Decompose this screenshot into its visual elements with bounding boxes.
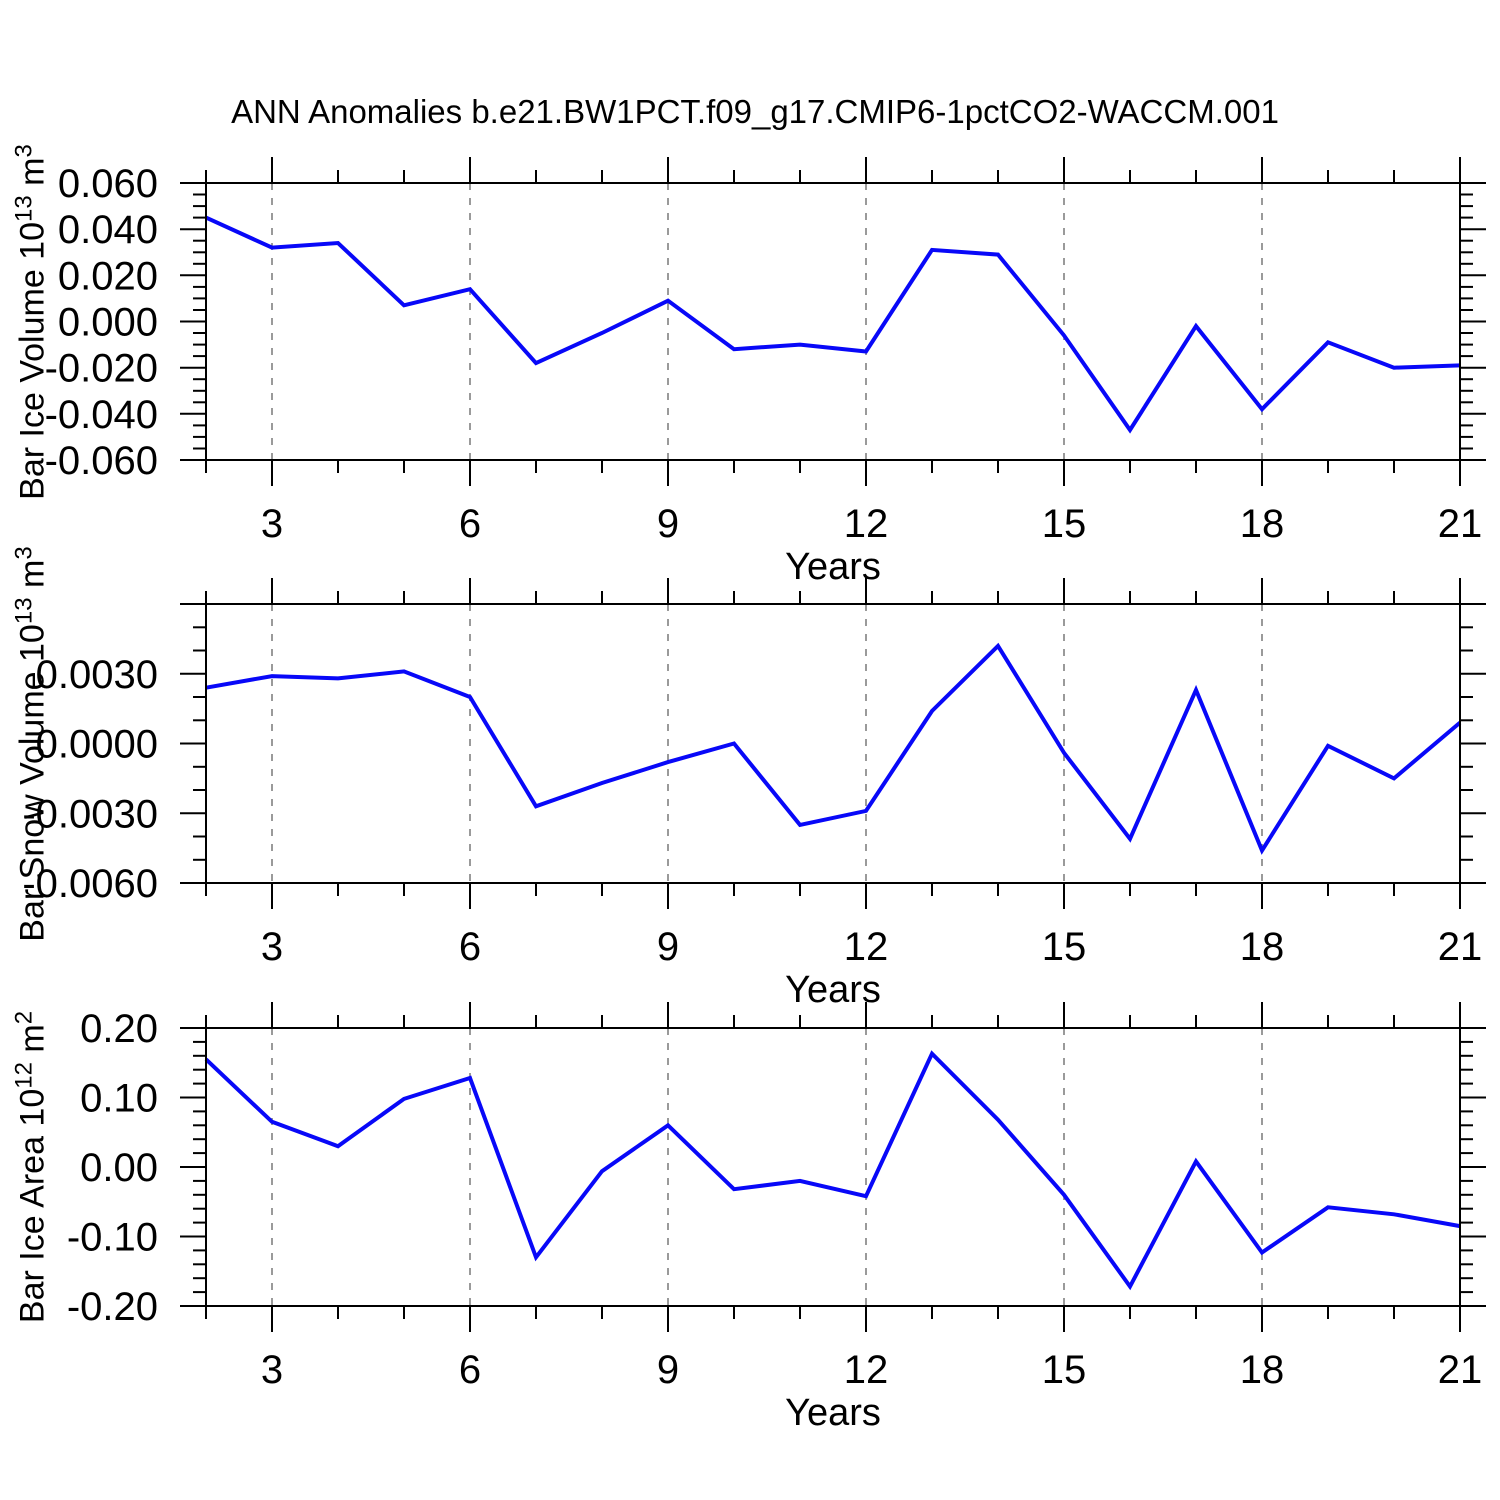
data-line xyxy=(205,215,1461,434)
y-tick-label: -0.060 xyxy=(45,439,158,483)
x-ticks: 3 6 9 12 15 18 21 xyxy=(205,1002,1483,1392)
x-tick-label: 3 xyxy=(261,1348,283,1392)
y-tick-label: -0.20 xyxy=(67,1285,158,1329)
x-tick-label: 21 xyxy=(1438,502,1483,546)
y-axis-title-text: Bar Ice Area 10 xyxy=(13,1088,52,1324)
y-tick-label: 0.20 xyxy=(80,1007,158,1051)
data-line xyxy=(205,642,1462,855)
y-ticks: 0.20 0.10 0.00 -0.10 -0.20 xyxy=(67,1007,1486,1329)
x-tick-label: 18 xyxy=(1240,925,1285,969)
y-axis-title-unit: m xyxy=(13,157,52,195)
x-tick-label: 6 xyxy=(459,925,481,969)
x-axis-title-panel1: Years xyxy=(785,546,881,588)
x-tick-label: 12 xyxy=(844,1348,889,1392)
x-axis-title-panel3: Years xyxy=(785,1392,881,1434)
x-tick-label: 6 xyxy=(459,502,481,546)
y-axis-title-ice-area: Bar Ice Area 1012 m2 xyxy=(10,1010,53,1324)
y-tick-label: 0.0030 xyxy=(36,653,158,697)
x-ticks: 3 6 9 12 15 18 21 xyxy=(205,157,1483,546)
x-tick-label: 9 xyxy=(657,502,679,546)
x-tick-label: 12 xyxy=(844,925,889,969)
axes-frame xyxy=(205,182,1461,461)
x-tick-label: 9 xyxy=(657,1348,679,1392)
x-tick-label: 18 xyxy=(1240,1348,1285,1392)
x-tick-label: 21 xyxy=(1438,925,1483,969)
y-ticks: 0.0030 0.0000 -0.0030 -0.0060 xyxy=(22,603,1486,906)
y-tick-label: -0.0030 xyxy=(22,792,158,836)
axes-frame xyxy=(205,1027,1461,1307)
x-gridlines xyxy=(271,604,1263,883)
x-gridlines xyxy=(271,1028,1263,1306)
x-gridlines xyxy=(271,183,1263,460)
y-axis-title-unit-exponent: 3 xyxy=(10,545,38,560)
x-tick-label: 3 xyxy=(261,502,283,546)
y-axis-title-ice-volume: Bar Ice Volume 1013 m3 xyxy=(10,143,53,500)
y-axis-title-unit-exponent: 2 xyxy=(10,1010,38,1025)
x-tick-label: 15 xyxy=(1042,1348,1087,1392)
y-axis-title-unit-exponent: 3 xyxy=(10,143,38,158)
y-axis-title-exponent: 13 xyxy=(10,194,38,222)
x-tick-label: 15 xyxy=(1042,925,1087,969)
axes-frame xyxy=(205,603,1461,884)
y-axis-title-snow-volume: Bar Snow Volume 1013 m3 xyxy=(10,545,53,942)
y-tick-label: 0.00 xyxy=(80,1146,158,1190)
x-tick-label: 21 xyxy=(1438,1348,1483,1392)
panel-bar-ice-area: 0.20 0.10 0.00 -0.10 -0.20 3 6 9 12 15 18 21 xyxy=(67,1002,1486,1392)
y-tick-label: 0.0000 xyxy=(36,723,158,767)
data-line xyxy=(204,1050,1461,1291)
y-tick-label: -0.040 xyxy=(45,393,158,437)
y-tick-label: -0.0060 xyxy=(22,862,158,906)
chart-title: ANN Anomalies b.e21.BW1PCT.f09_g17.CMIP6… xyxy=(231,93,1279,130)
y-tick-label: -0.10 xyxy=(67,1216,158,1260)
panel-bar-snow-volume: 0.0030 0.0000 -0.0030 -0.0060 3 6 9 12 15 18 21 xyxy=(22,578,1486,969)
y-tick-label: 0.060 xyxy=(58,162,158,206)
x-tick-label: 12 xyxy=(844,502,889,546)
y-tick-label: 0.000 xyxy=(58,301,158,345)
x-axis-title-panel2: Years xyxy=(785,969,881,1011)
x-tick-label: 6 xyxy=(459,1348,481,1392)
y-axis-title-exponent: 13 xyxy=(10,596,38,624)
y-axis-title-exponent: 12 xyxy=(10,1062,38,1089)
y-axis-title-text: Bar Snow Volume 10 xyxy=(13,623,52,942)
x-tick-label: 18 xyxy=(1240,502,1285,546)
y-tick-label: 0.10 xyxy=(80,1077,158,1121)
x-tick-label: 15 xyxy=(1042,502,1087,546)
y-tick-label: -0.020 xyxy=(45,347,158,391)
x-tick-label: 9 xyxy=(657,925,679,969)
y-tick-label: 0.020 xyxy=(58,254,158,298)
y-axis-title-unit: m xyxy=(13,559,52,597)
y-axis-title-unit: m xyxy=(13,1024,52,1063)
x-ticks: 3 6 9 12 15 18 21 xyxy=(205,578,1483,969)
y-axis-title-text: Bar Ice Volume 10 xyxy=(13,221,52,500)
y-tick-label: 0.040 xyxy=(58,208,158,252)
x-tick-label: 3 xyxy=(261,925,283,969)
